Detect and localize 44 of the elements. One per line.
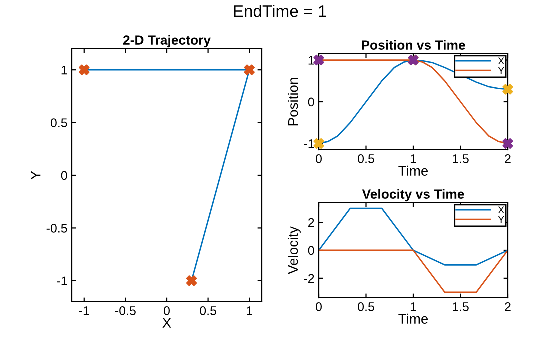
x-tick-label: 2 bbox=[505, 154, 511, 164]
x-tick-label: 0 bbox=[316, 154, 322, 164]
y-axis-title: Velocity bbox=[288, 226, 301, 274]
y-axis-title: Y bbox=[31, 171, 41, 180]
x-tick-label: 1.5 bbox=[453, 302, 469, 312]
legend-label: Y bbox=[498, 67, 504, 74]
y-tick-label: -2 bbox=[304, 274, 314, 283]
x-tick-label: 0.5 bbox=[358, 154, 374, 164]
chart-title: 2-D Trajectory bbox=[123, 35, 211, 48]
point bbox=[502, 84, 514, 95]
y-tick-label: -1 bbox=[304, 140, 314, 148]
y-tick-label: -0.5 bbox=[46, 224, 68, 233]
x-tick-label: 1 bbox=[247, 306, 252, 316]
x-tick-label: -1 bbox=[79, 306, 90, 316]
y-tick-label: 0.5 bbox=[50, 118, 68, 128]
x-tick-label: 0 bbox=[316, 302, 322, 312]
chart-title: Velocity vs Time bbox=[362, 189, 464, 202]
point bbox=[314, 138, 324, 150]
legend-label: X bbox=[498, 206, 504, 214]
x-tick-label: -0.5 bbox=[115, 306, 136, 316]
x-tick-label: 0 bbox=[164, 306, 170, 316]
x-axis-title: Time bbox=[398, 314, 428, 324]
point bbox=[502, 138, 514, 150]
y-tick-label: 0 bbox=[61, 171, 68, 180]
point bbox=[314, 54, 324, 66]
y-axis-title: Position bbox=[288, 78, 298, 126]
legend-label: Y bbox=[498, 216, 504, 223]
x-tick-label: 1 bbox=[410, 302, 416, 312]
x-tick-label: 1 bbox=[410, 154, 416, 164]
x-tick-label: 0.5 bbox=[200, 306, 216, 316]
y-tick-label: 1 bbox=[308, 56, 314, 65]
x-tick-label: 0.5 bbox=[358, 302, 374, 312]
legend-label: X bbox=[498, 58, 504, 64]
text: EndTime = 1 bbox=[234, 5, 326, 18]
y-tick-label: 0 bbox=[308, 246, 314, 256]
y-tick-label: 1 bbox=[62, 66, 68, 75]
x-axis-title: Time bbox=[398, 166, 428, 176]
x-tick-label: 2 bbox=[505, 302, 511, 312]
y-tick-label: -1 bbox=[57, 276, 68, 286]
chart-title: Position vs Time bbox=[362, 40, 466, 50]
y-tick-label: 0 bbox=[308, 98, 314, 107]
x-tick-label: 1.5 bbox=[453, 154, 469, 164]
y-tick-label: 2 bbox=[308, 218, 314, 228]
x-axis-title: X bbox=[162, 318, 172, 328]
